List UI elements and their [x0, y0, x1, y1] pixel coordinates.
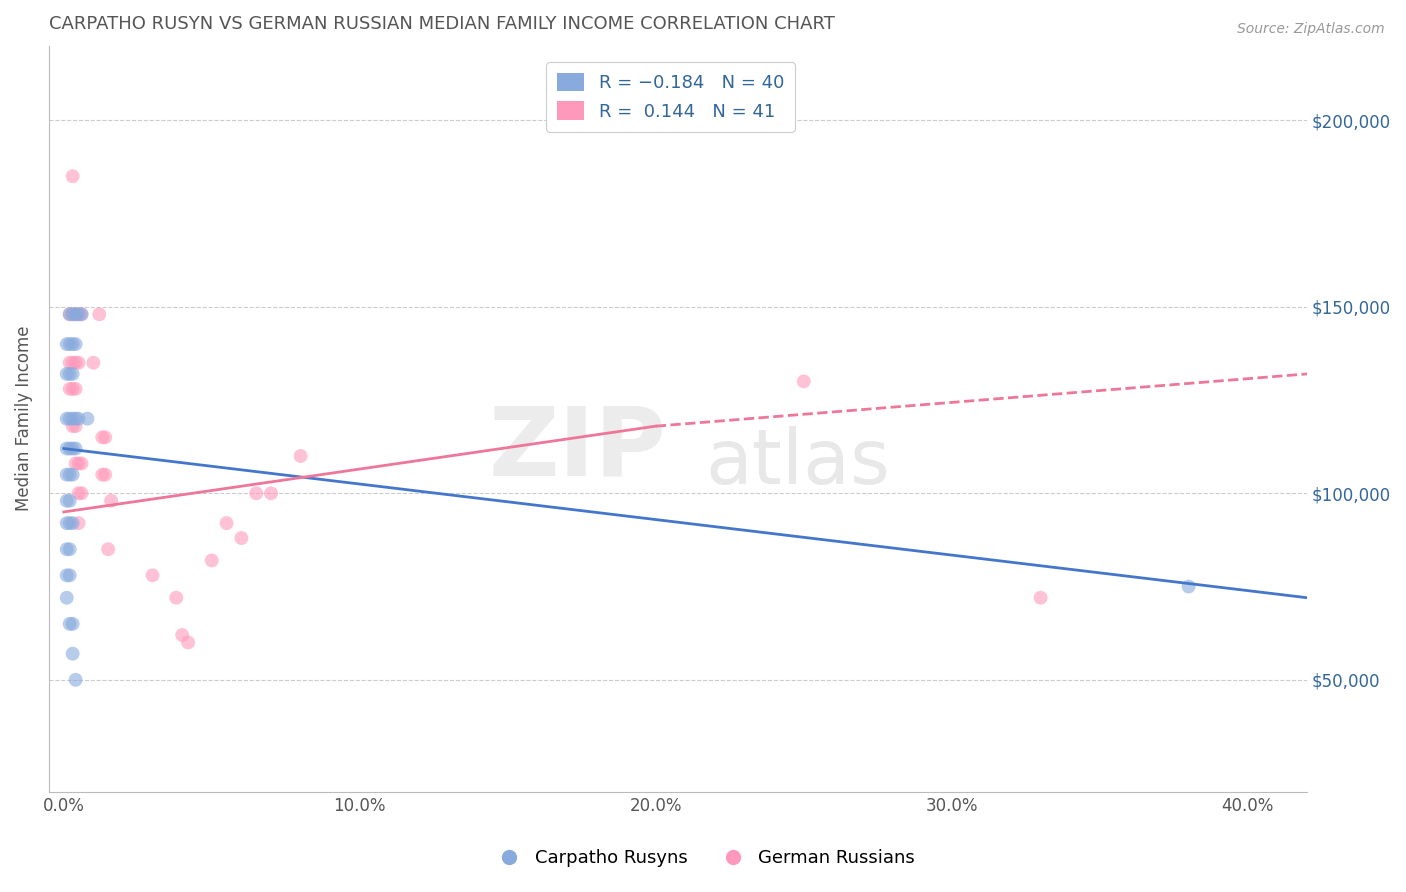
- Point: [70, 307, 93, 321]
- Point: [65, 457, 87, 471]
- Point: [59, 337, 82, 351]
- Point: [62, 467, 84, 482]
- Point: [55, 591, 77, 605]
- Point: [59, 568, 82, 582]
- Point: [59, 467, 82, 482]
- Point: [70, 457, 93, 471]
- Point: [59, 542, 82, 557]
- Point: [59, 356, 82, 370]
- Legend: R = −0.184   N = 40, R =  0.144   N = 41: R = −0.184 N = 40, R = 0.144 N = 41: [546, 62, 794, 131]
- Point: [59, 516, 82, 530]
- Point: [231, 531, 253, 545]
- Point: [59, 442, 82, 456]
- Point: [91, 467, 114, 482]
- Point: [201, 553, 224, 567]
- Point: [55, 516, 77, 530]
- Point: [165, 591, 187, 605]
- Legend: Carpatho Rusyns, German Russians: Carpatho Rusyns, German Russians: [484, 842, 922, 874]
- Point: [65, 419, 87, 434]
- Point: [55, 411, 77, 425]
- Point: [62, 169, 84, 184]
- Point: [290, 449, 312, 463]
- Point: [76, 411, 98, 425]
- Point: [62, 356, 84, 370]
- Point: [67, 411, 90, 425]
- Point: [65, 337, 87, 351]
- Point: [65, 382, 87, 396]
- Point: [62, 516, 84, 530]
- Point: [59, 307, 82, 321]
- Point: [1177, 580, 1199, 594]
- Point: [70, 486, 93, 500]
- Point: [65, 673, 87, 687]
- Point: [67, 356, 90, 370]
- Point: [62, 419, 84, 434]
- Point: [67, 307, 90, 321]
- Point: [62, 307, 84, 321]
- Point: [82, 356, 104, 370]
- Point: [245, 486, 267, 500]
- Point: [177, 635, 200, 649]
- Point: [59, 493, 82, 508]
- Text: CARPATHO RUSYN VS GERMAN RUSSIAN MEDIAN FAMILY INCOME CORRELATION CHART: CARPATHO RUSYN VS GERMAN RUSSIAN MEDIAN …: [49, 15, 835, 33]
- Point: [142, 568, 165, 582]
- Text: ZIP: ZIP: [488, 402, 666, 495]
- Point: [215, 516, 238, 530]
- Point: [1029, 591, 1052, 605]
- Point: [89, 307, 111, 321]
- Point: [91, 430, 114, 444]
- Point: [94, 430, 117, 444]
- Point: [55, 367, 77, 381]
- Point: [67, 486, 90, 500]
- Point: [65, 356, 87, 370]
- Point: [65, 307, 87, 321]
- Point: [62, 367, 84, 381]
- Point: [55, 568, 77, 582]
- Point: [65, 411, 87, 425]
- Point: [59, 367, 82, 381]
- Point: [55, 467, 77, 482]
- Point: [62, 411, 84, 425]
- Point: [59, 616, 82, 631]
- Point: [55, 442, 77, 456]
- Point: [67, 307, 90, 321]
- Point: [55, 542, 77, 557]
- Point: [67, 457, 90, 471]
- Point: [62, 616, 84, 631]
- Point: [67, 516, 90, 530]
- Text: Source: ZipAtlas.com: Source: ZipAtlas.com: [1237, 22, 1385, 37]
- Point: [172, 628, 194, 642]
- Point: [55, 337, 77, 351]
- Point: [62, 307, 84, 321]
- Point: [55, 493, 77, 508]
- Point: [260, 486, 283, 500]
- Point: [65, 307, 87, 321]
- Point: [65, 442, 87, 456]
- Text: atlas: atlas: [704, 426, 890, 500]
- Point: [62, 337, 84, 351]
- Point: [94, 467, 117, 482]
- Point: [59, 307, 82, 321]
- Point: [100, 493, 122, 508]
- Point: [62, 442, 84, 456]
- Point: [62, 382, 84, 396]
- Point: [97, 542, 120, 557]
- Y-axis label: Median Family Income: Median Family Income: [15, 326, 32, 511]
- Point: [793, 375, 815, 389]
- Point: [59, 382, 82, 396]
- Point: [62, 647, 84, 661]
- Point: [59, 411, 82, 425]
- Point: [70, 307, 93, 321]
